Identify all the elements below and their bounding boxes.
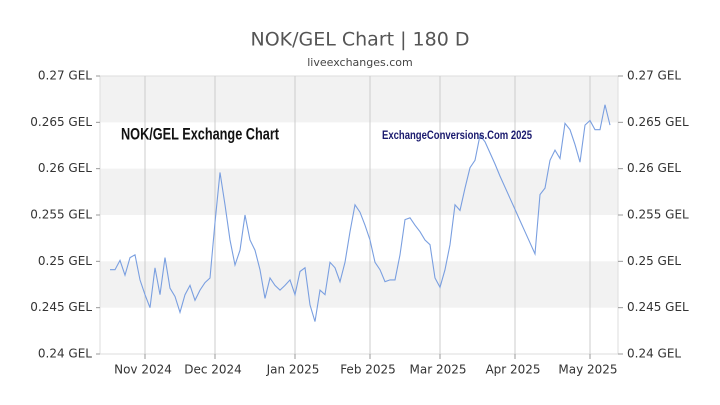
- y-tick-label: 0.25 GEL: [38, 254, 92, 268]
- y2-tick-label: 0.25 GEL: [627, 254, 681, 268]
- grid-band: [100, 261, 618, 308]
- y-tick-label: 0.26 GEL: [38, 161, 92, 175]
- y2-tick-label: 0.245 GEL: [627, 300, 689, 314]
- annotation: ExchangeConversions.Com 2025: [382, 128, 532, 142]
- y-tick-label: 0.24 GEL: [38, 347, 92, 361]
- data-line: [110, 104, 611, 322]
- y-tick-label: 0.27 GEL: [38, 69, 92, 83]
- y2-tick-label: 0.255 GEL: [627, 208, 689, 222]
- y-tick-label: 0.265 GEL: [30, 115, 92, 129]
- x-tick-label: Nov 2024: [114, 363, 172, 377]
- chart-title: NOK/GEL Chart | 180 D: [250, 29, 469, 51]
- grid-band: [100, 168, 618, 215]
- x-tick-label: Feb 2025: [340, 363, 396, 377]
- grid-band: [100, 307, 618, 354]
- grid-band: [100, 76, 618, 123]
- x-tick-label: Apr 2025: [485, 363, 540, 377]
- y-tick-label: 0.245 GEL: [30, 300, 92, 314]
- y2-tick-label: 0.24 GEL: [627, 347, 681, 361]
- chart-subtitle: liveexchanges.com: [307, 56, 412, 69]
- annotation: NOK/GEL Exchange Chart: [121, 124, 279, 143]
- grid-band: [100, 122, 618, 169]
- x-tick-label: Dec 2024: [184, 363, 242, 377]
- x-tick-label: Mar 2025: [410, 363, 467, 377]
- grid-band: [100, 215, 618, 262]
- x-tick-label: Jan 2025: [266, 363, 320, 377]
- y2-tick-label: 0.265 GEL: [627, 115, 689, 129]
- y2-tick-label: 0.26 GEL: [627, 161, 681, 175]
- x-tick-label: May 2025: [558, 363, 617, 377]
- y2-tick-label: 0.27 GEL: [627, 69, 681, 83]
- y-tick-label: 0.255 GEL: [30, 208, 92, 222]
